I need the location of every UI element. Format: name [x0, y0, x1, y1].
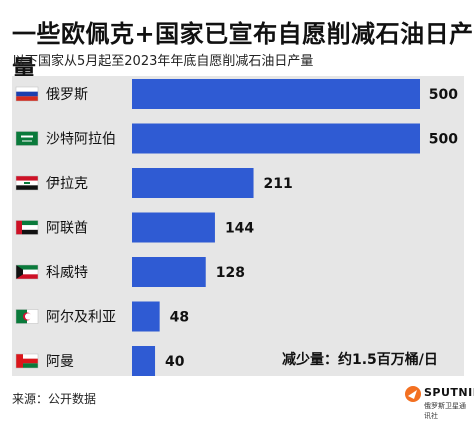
- chart-panel: 俄罗斯 500 沙特阿拉伯 500 伊拉克 211 阿联酋 144 科威特 128 阿尔及利亚 48 阿…: [12, 76, 464, 376]
- saudi-arabia-flag-icon: [15, 131, 39, 146]
- value-label: 500: [429, 87, 458, 103]
- page-subtitle: 以下国家从5月起至2023年年底自愿削减石油日产量: [12, 54, 314, 69]
- source-note: 来源：公开数据: [12, 392, 97, 406]
- bar: [132, 79, 420, 109]
- page-title: 一些欧佩克+国家已宣布自愿削减石油日产量: [12, 20, 474, 83]
- logo-wordmark: SPUTNIK: [424, 386, 474, 399]
- category-label: 俄罗斯: [46, 87, 88, 103]
- sputnik-logo-icon: [405, 386, 421, 402]
- category-label: 伊拉克: [46, 176, 88, 192]
- iraq-flag-icon: [15, 175, 39, 191]
- russia-flag-icon: [15, 86, 39, 102]
- sputnik-logo: SPUTNIK 俄罗斯卫星通讯社: [404, 383, 474, 420]
- category-label: 阿联酋: [46, 220, 88, 237]
- value-label: 211: [264, 176, 293, 192]
- bar: [132, 346, 156, 376]
- kuwait-flag-icon: [15, 264, 39, 280]
- category-label: 阿曼: [46, 354, 74, 370]
- value-label: 500: [429, 132, 458, 148]
- uae-flag-icon: [15, 220, 39, 235]
- bar: [132, 168, 254, 198]
- total-reduction-note: 减少量：约1.5百万桶/日: [282, 352, 438, 368]
- value-label: 144: [225, 221, 254, 237]
- bar: [132, 257, 206, 287]
- bar-chart: 俄罗斯 500 沙特阿拉伯 500 伊拉克 211 阿联酋 144 科威特 128 阿尔及利亚 48 阿…: [15, 79, 458, 376]
- bar: [132, 123, 420, 154]
- value-label: 40: [165, 354, 185, 370]
- bar: [132, 301, 160, 332]
- algeria-flag-icon: [15, 309, 39, 324]
- oman-flag-icon: [15, 353, 39, 369]
- value-label: 128: [216, 265, 245, 281]
- logo-subtitle: 俄罗斯卫星通讯社: [424, 402, 466, 420]
- category-label: 科威特: [46, 265, 88, 281]
- bar: [132, 212, 215, 243]
- category-label: 阿尔及利亚: [46, 310, 116, 326]
- category-label: 沙特阿拉伯: [46, 132, 116, 148]
- value-label: 48: [170, 310, 189, 326]
